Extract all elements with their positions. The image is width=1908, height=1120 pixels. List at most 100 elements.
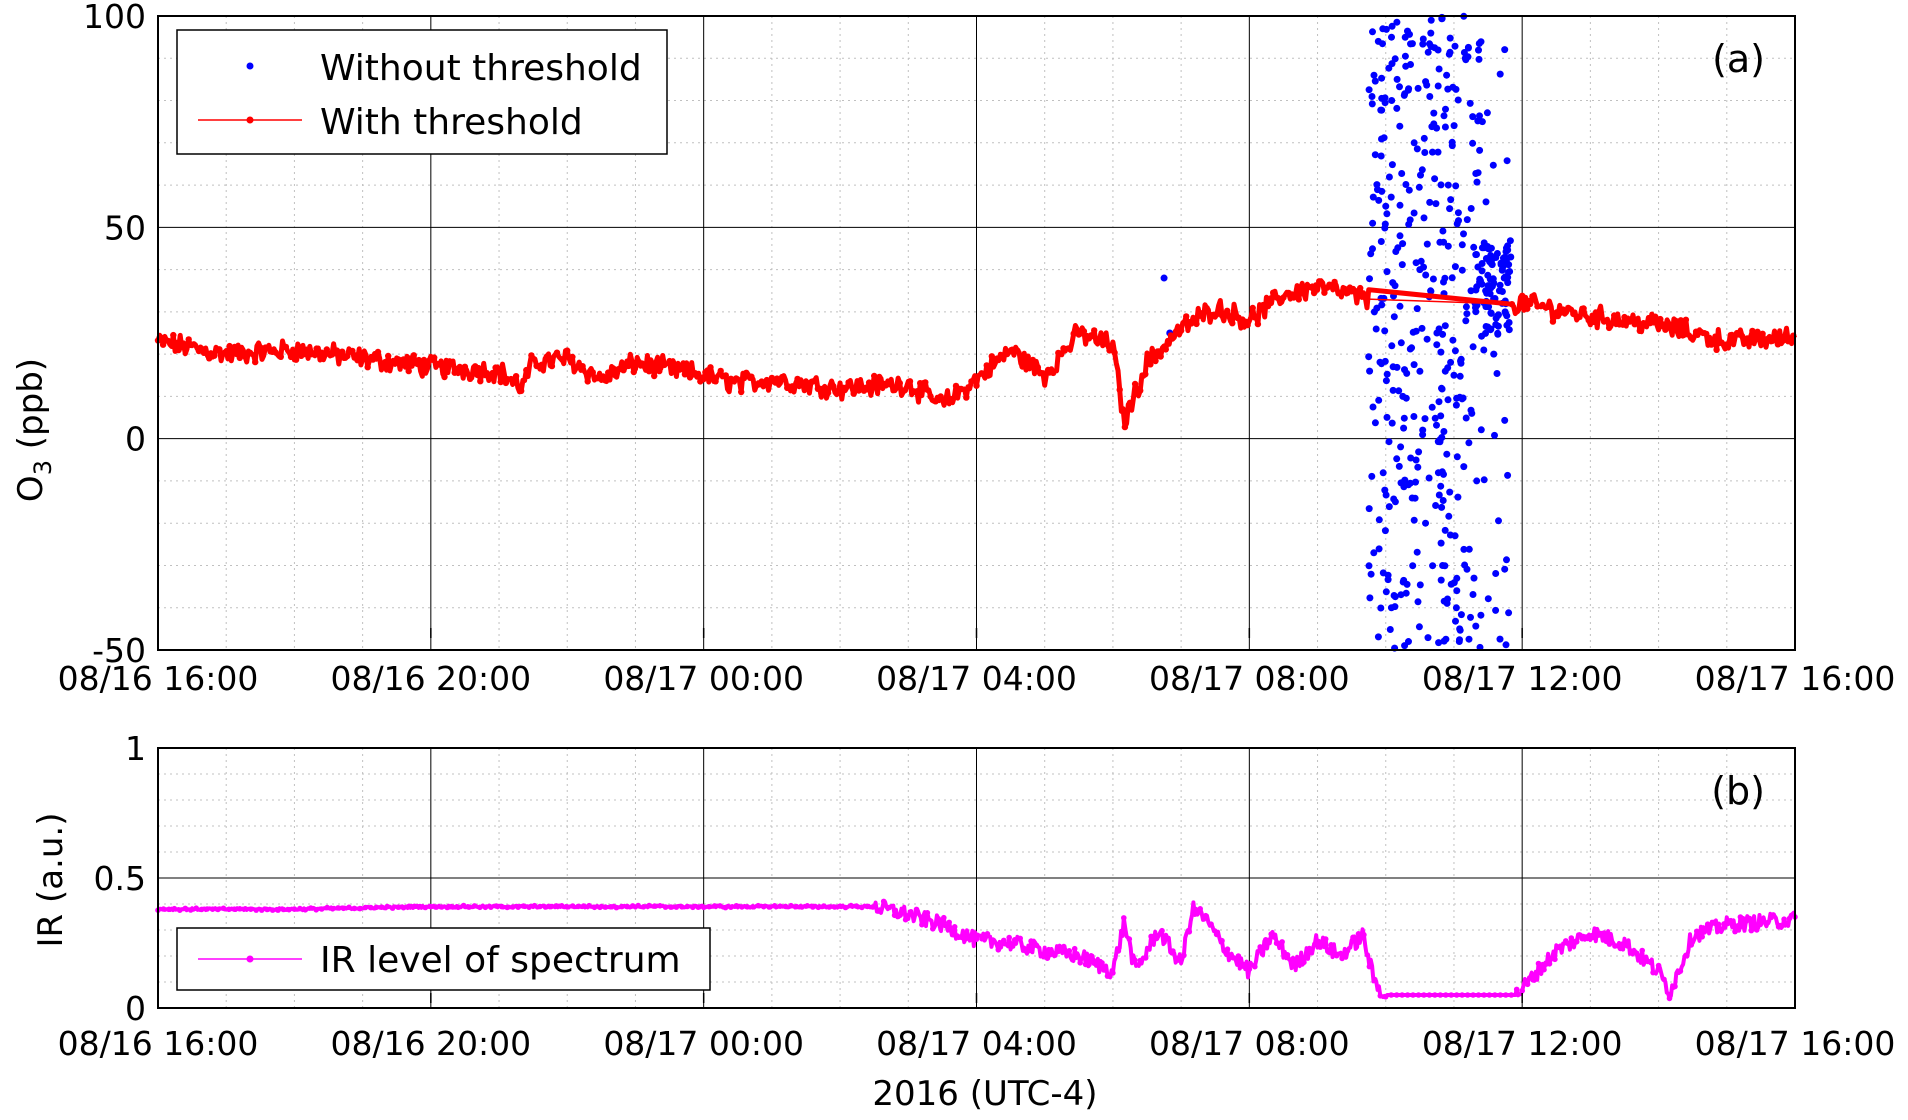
without-threshold-point bbox=[1381, 220, 1389, 228]
ir-level-point bbox=[411, 903, 418, 910]
with-threshold-point bbox=[1549, 318, 1557, 325]
with-threshold-point bbox=[1029, 356, 1037, 364]
ir-level-point bbox=[646, 902, 652, 909]
without-threshold-point bbox=[1429, 562, 1437, 570]
ir-level-point bbox=[531, 902, 538, 909]
with-threshold-point bbox=[865, 379, 873, 386]
ir-level-point bbox=[679, 904, 685, 910]
with-threshold-point bbox=[676, 366, 683, 373]
without-threshold-point bbox=[1498, 288, 1506, 295]
with-threshold-point bbox=[1152, 357, 1159, 365]
without-threshold-point bbox=[1473, 178, 1481, 186]
with-threshold-point bbox=[968, 378, 975, 385]
with-threshold-point bbox=[917, 380, 924, 387]
with-threshold-point bbox=[896, 380, 903, 387]
ir-level-point bbox=[482, 904, 489, 911]
without-threshold-point bbox=[1369, 219, 1377, 227]
ir-level-point bbox=[1754, 927, 1760, 933]
ir-level-point bbox=[1464, 992, 1471, 998]
ir-level-point bbox=[891, 912, 898, 919]
ir-level-point bbox=[1284, 952, 1291, 958]
without-threshold-point bbox=[1429, 275, 1437, 283]
without-threshold-point bbox=[1378, 106, 1386, 114]
ir-level-point bbox=[1448, 992, 1454, 998]
without-threshold-point bbox=[1477, 277, 1484, 285]
ir-level-point bbox=[859, 904, 865, 911]
with-threshold-point bbox=[661, 361, 668, 369]
without-threshold-point bbox=[1419, 426, 1427, 434]
without-threshold-point bbox=[1451, 347, 1459, 355]
without-threshold-point bbox=[1462, 414, 1470, 422]
ir-level-point bbox=[1170, 948, 1176, 954]
without-threshold-point bbox=[1455, 217, 1462, 225]
x-tick-label: 08/17 12:00 bbox=[1422, 659, 1623, 698]
without-threshold-point bbox=[1487, 309, 1495, 317]
ir-level-point bbox=[880, 898, 887, 905]
with-threshold-point bbox=[1590, 318, 1598, 326]
without-threshold-point bbox=[1480, 476, 1488, 484]
ir-level-point bbox=[1732, 928, 1738, 935]
with-threshold-point bbox=[1605, 324, 1613, 332]
ir-level-point bbox=[793, 903, 800, 910]
without-threshold-point bbox=[1503, 244, 1510, 252]
with-threshold-point bbox=[589, 369, 596, 376]
ir-level-point bbox=[771, 903, 778, 909]
with-threshold-point bbox=[615, 366, 622, 373]
without-threshold-point bbox=[1503, 556, 1510, 564]
ir-level-point bbox=[640, 904, 647, 910]
with-threshold-point bbox=[1687, 334, 1695, 342]
ir-level-point bbox=[635, 902, 641, 909]
with-threshold-point bbox=[1585, 317, 1592, 324]
ir-level-point bbox=[313, 907, 320, 913]
with-threshold-point bbox=[1009, 346, 1016, 353]
without-threshold-point bbox=[1385, 438, 1393, 446]
without-threshold-point bbox=[1420, 134, 1428, 142]
with-threshold-point bbox=[1075, 331, 1083, 338]
ir-level-point bbox=[286, 906, 292, 913]
without-threshold-point bbox=[1377, 604, 1385, 612]
ir-level-point bbox=[417, 903, 423, 910]
with-threshold-point bbox=[1259, 301, 1267, 309]
with-threshold-point bbox=[303, 346, 310, 353]
with-threshold-point bbox=[1091, 327, 1098, 334]
with-threshold-point bbox=[1290, 294, 1297, 301]
with-threshold-point bbox=[1060, 345, 1067, 352]
without-threshold-point bbox=[1434, 438, 1442, 446]
with-threshold-point bbox=[978, 370, 985, 377]
without-threshold-point bbox=[1391, 498, 1399, 506]
ir-level-point bbox=[902, 916, 909, 923]
without-threshold-point bbox=[1505, 261, 1513, 269]
ir-level-point bbox=[526, 904, 532, 910]
ir-level-point bbox=[1786, 915, 1793, 922]
x-tick-label: 08/16 16:00 bbox=[58, 1024, 259, 1063]
with-threshold-point bbox=[528, 352, 535, 359]
x-tick-label: 08/17 00:00 bbox=[603, 1024, 804, 1063]
ir-level-point bbox=[1246, 966, 1253, 972]
ir-level-point bbox=[1377, 993, 1384, 999]
ir-level-point bbox=[193, 905, 199, 911]
ir-level-point bbox=[1366, 963, 1373, 970]
with-threshold-point bbox=[190, 341, 197, 348]
without-threshold-point bbox=[1458, 266, 1466, 274]
ir-level-point bbox=[1306, 945, 1313, 952]
without-threshold-point bbox=[1375, 396, 1383, 404]
ir-level-point bbox=[1486, 992, 1493, 998]
without-threshold-point bbox=[1452, 401, 1460, 409]
ir-level-point bbox=[848, 902, 854, 909]
without-threshold-point bbox=[1382, 588, 1390, 596]
without-threshold-point bbox=[1449, 83, 1457, 91]
without-threshold-point bbox=[1437, 576, 1445, 584]
without-threshold-point bbox=[1492, 321, 1500, 329]
ir-level-point bbox=[1022, 948, 1029, 954]
with-threshold-point bbox=[287, 353, 295, 361]
ir-level-point bbox=[1573, 939, 1580, 945]
ir-level-point bbox=[1568, 935, 1575, 941]
with-threshold-point bbox=[1764, 335, 1771, 343]
with-threshold-point bbox=[973, 382, 980, 389]
ir-level-point bbox=[657, 903, 663, 909]
without-threshold-point bbox=[1367, 570, 1375, 578]
ir-level-point bbox=[1159, 927, 1165, 934]
with-threshold-point bbox=[379, 363, 387, 370]
ir-level-point bbox=[209, 906, 216, 912]
with-threshold-point bbox=[778, 373, 786, 381]
